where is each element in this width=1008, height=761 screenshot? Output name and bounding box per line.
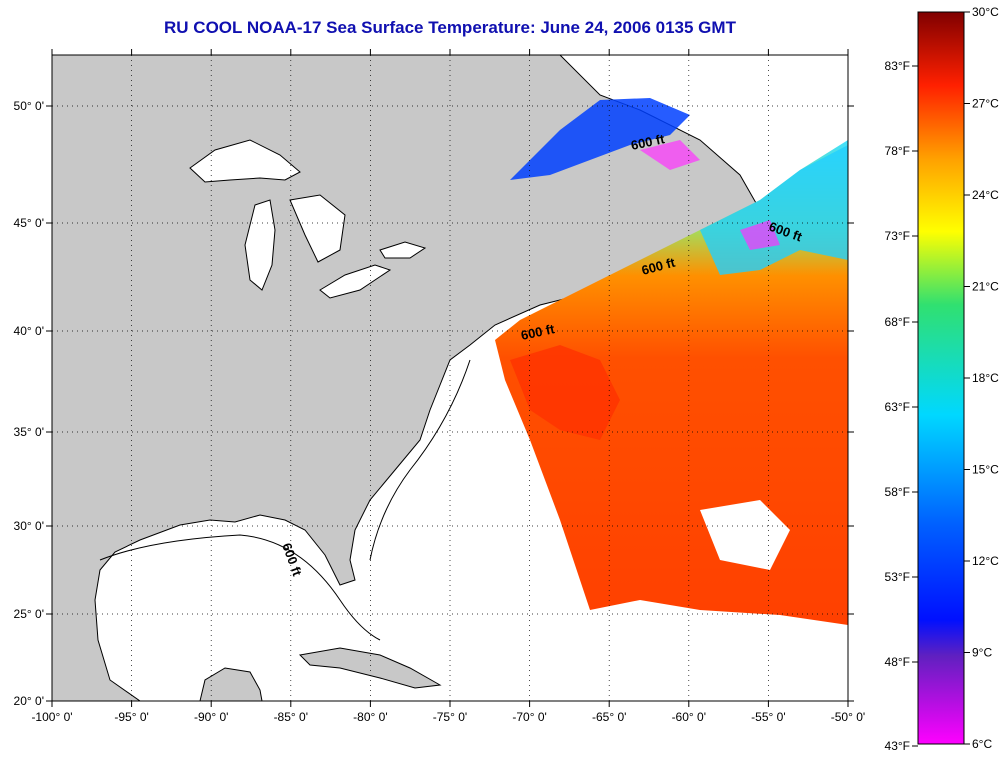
colorbar-celsius-label: 18°C: [972, 371, 999, 385]
sst-cool-shelf: [700, 145, 848, 275]
latitude-axis: 20° 0' 25° 0' 30° 0' 35° 0' 40° 0' 45° 0' 50° …: [14, 99, 854, 708]
latitude-label: 45° 0': [14, 216, 44, 230]
latitude-label: 40° 0': [14, 324, 44, 338]
latitude-label: 25° 0': [14, 607, 44, 621]
longitude-label: -85° 0': [274, 710, 308, 724]
lake-michigan: [244, 199, 276, 291]
latitude-label: 30° 0': [14, 519, 44, 533]
latitude-label: 50° 0': [14, 99, 44, 113]
colorbar-fahrenheit-label: 83°F: [885, 59, 910, 73]
lake-superior: [189, 139, 301, 183]
colorbar-celsius-label: 12°C: [972, 554, 999, 568]
isobath-label-mid-atlantic: 600 ft: [520, 321, 557, 343]
sst-warm-core: [510, 345, 620, 440]
longitude-label: -60° 0': [672, 710, 706, 724]
lake-ontario: [379, 241, 427, 259]
map-title: RU COOL NOAA-17 Sea Surface Temperature:…: [164, 18, 736, 37]
colorbar-fahrenheit-label: 73°F: [885, 229, 910, 243]
land-cuba: [298, 647, 442, 689]
colorbar-fahrenheit-label: 43°F: [885, 739, 910, 753]
longitude-label: -70° 0': [512, 710, 546, 724]
lake-huron: [289, 194, 346, 263]
longitude-label: -90° 0': [194, 710, 228, 724]
colorbar-celsius-label: 15°C: [972, 463, 999, 477]
colorbar-celsius-label: 9°C: [972, 646, 992, 660]
colorbar-fahrenheit-label: 53°F: [885, 570, 910, 584]
longitude-label: -55° 0': [751, 710, 785, 724]
colorbar-fahrenheit-label: 78°F: [885, 144, 910, 158]
colorbar-fahrenheit-label: 63°F: [885, 400, 910, 414]
longitude-label: -100° 0': [31, 710, 72, 724]
cloud-gap: [700, 500, 790, 570]
longitude-label: -95° 0': [114, 710, 148, 724]
lake-erie: [319, 264, 392, 299]
colorbar-celsius-label: 24°C: [972, 188, 999, 202]
colorbar-celsius-label: 6°C: [972, 737, 992, 751]
colorbar-ticks: 30°C 27°C 24°C 21°C 18°C 15°C 12°C 9°C 6°C 83°F 78…: [885, 5, 1000, 753]
isobath-label-nova-scotia: 600 ft: [630, 131, 667, 153]
colorbar-fahrenheit-label: 58°F: [885, 485, 910, 499]
colorbar-celsius-label: 27°C: [972, 97, 999, 111]
colorbar: [917, 11, 965, 745]
longitude-label: -65° 0': [592, 710, 626, 724]
land-yucatan: [199, 667, 263, 701]
colorbar-fahrenheit-label: 48°F: [885, 655, 910, 669]
colorbar-celsius-label: 30°C: [972, 5, 999, 19]
longitude-label: -50° 0': [831, 710, 865, 724]
longitude-label: -80° 0': [353, 710, 387, 724]
longitude-axis: -100° 0' -95° 0' -90° 0' -85° 0' -80° 0' -75°…: [31, 49, 865, 724]
latitude-label: 20° 0': [14, 694, 44, 708]
latitude-label: 35° 0': [14, 425, 44, 439]
sst-magenta-patches: [640, 140, 780, 250]
colorbar-celsius-label: 21°C: [972, 280, 999, 294]
isobath-line: [99, 359, 471, 641]
colorbar-fahrenheit-label: 68°F: [885, 315, 910, 329]
sst-cold-water: [510, 98, 690, 180]
longitude-label: -75° 0': [433, 710, 467, 724]
